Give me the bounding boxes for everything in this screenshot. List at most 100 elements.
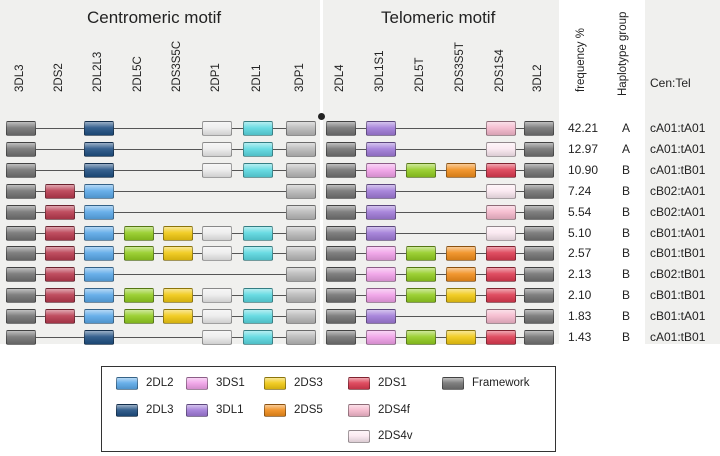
telomeric-line <box>341 295 540 297</box>
gene-box-f <box>524 121 554 136</box>
gene-box-3dl1 <box>366 225 396 241</box>
haplotype-group-header: Haplotype group <box>617 11 629 96</box>
gene-box-2dp1 <box>202 121 232 136</box>
gene-box-2dl1 <box>243 141 273 157</box>
centromeric-line <box>21 274 310 276</box>
gene-box-2ds2 <box>45 204 75 220</box>
frequency-value: 2.10 <box>568 288 592 303</box>
gene-box-2dp1 <box>202 141 232 157</box>
gene-label-2ds3s5c: 2DS3S5C <box>171 40 183 92</box>
gene-label-2dl1: 2DL1 <box>251 64 263 93</box>
gene-box-2dl2 <box>84 288 114 304</box>
centel-value: cB01:tB01 <box>650 288 706 303</box>
gene-box-3dp1 <box>286 204 316 220</box>
gene-box-2dl1 <box>243 330 273 345</box>
gene-box-3dp1 <box>286 162 316 178</box>
gene-box-2ds1 <box>486 288 516 304</box>
gene-box-2dp1 <box>202 309 232 325</box>
legend-swatch <box>264 377 286 390</box>
frequency-value: 5.10 <box>568 225 592 240</box>
gene-box-f <box>6 204 36 220</box>
centromeric-line <box>21 190 310 192</box>
gene-box-2ds4v <box>486 225 516 241</box>
gene-box-3dl1 <box>366 141 396 157</box>
gene-box-f <box>6 267 36 283</box>
gene-box-3dp1 <box>286 225 316 241</box>
gene-label-2dl4: 2DL4 <box>334 64 346 93</box>
gene-box-2ds4f <box>486 309 516 325</box>
gene-box-f <box>524 162 554 178</box>
centel-header: Cen:Tel <box>650 76 691 90</box>
gene-box-2dl5 <box>406 267 436 283</box>
gene-box-2dp1 <box>202 225 232 241</box>
centromeric-line <box>21 211 310 213</box>
gene-box-2ds4f <box>486 121 516 136</box>
legend-label: Framework <box>472 377 530 389</box>
frequency-value: 2.57 <box>568 246 592 261</box>
gene-label-2dl2l3: 2DL2L3 <box>92 51 104 92</box>
telomeric-line <box>341 148 540 150</box>
centel-value: cB02:tA01 <box>650 204 706 219</box>
frequency-value: 12.97 <box>568 141 599 156</box>
gene-label-2ds3s5t: 2DS3S5T <box>454 42 466 92</box>
legend-label: 2DS4v <box>378 430 413 442</box>
gene-box-3dp1 <box>286 141 316 157</box>
gene-box-3dp1 <box>286 309 316 325</box>
legend: 2DL2 2DL3 3DS1 3DL1 2DS3 2DS5 2DS1 2DS4f 2DS4v Fr… <box>101 366 556 452</box>
gene-box-f <box>326 141 356 157</box>
telomeric-line <box>341 337 540 338</box>
gene-box-3dp1 <box>286 330 316 345</box>
gene-box-2dl5 <box>406 330 436 345</box>
telomeric-line <box>341 190 540 192</box>
gene-box-2dl1 <box>243 162 273 178</box>
gene-box-f <box>326 225 356 241</box>
legend-label: 3DS1 <box>216 377 245 389</box>
legend-label: 2DS1 <box>378 377 407 389</box>
legend-swatch <box>116 404 138 417</box>
gene-box-2dp1 <box>202 288 232 304</box>
gene-box-3dl1 <box>366 121 396 136</box>
gene-box-2ds3 <box>163 288 193 304</box>
legend-label: 2DL2 <box>146 377 174 389</box>
telomeric-line <box>341 274 540 276</box>
gene-box-3ds1 <box>366 330 396 345</box>
gene-box-f <box>326 288 356 304</box>
gene-box-f <box>524 330 554 345</box>
legend-swatch <box>442 377 464 390</box>
gene-box-2ds3 <box>163 246 193 262</box>
gene-box-f <box>6 246 36 262</box>
gene-box-3ds1 <box>366 267 396 283</box>
gene-box-f <box>326 246 356 262</box>
gene-box-2dl1 <box>243 309 273 325</box>
gene-box-2ds1 <box>486 246 516 262</box>
gene-box-2dl2 <box>84 204 114 220</box>
frequency-value: 2.13 <box>568 267 592 282</box>
gene-box-2ds4f <box>486 204 516 220</box>
frequency-value: 42.21 <box>568 121 599 135</box>
gene-box-f <box>326 121 356 136</box>
gene-label-3dl3: 3DL3 <box>14 64 26 93</box>
frequency-value: 7.24 <box>568 183 592 198</box>
gene-box-3dp1 <box>286 183 316 199</box>
gene-box-2dl2 <box>84 225 114 241</box>
centel-value: cA01:tA01 <box>650 141 706 156</box>
gene-box-2ds2 <box>45 267 75 283</box>
gene-box-2ds3 <box>446 288 476 304</box>
gene-box-3dp1 <box>286 267 316 283</box>
gene-box-2dl3 <box>84 330 114 345</box>
gene-box-f <box>524 225 554 241</box>
centel-value: cA01:tA01 <box>650 121 706 135</box>
gene-box-2dl1 <box>243 246 273 262</box>
gene-box-f <box>6 330 36 345</box>
centel-value: cA01:tB01 <box>650 330 706 344</box>
gene-box-f <box>524 246 554 262</box>
boundary-dot <box>318 113 325 120</box>
centromeric-line <box>21 337 310 338</box>
gene-box-f <box>6 141 36 157</box>
gene-box-2ds2 <box>45 288 75 304</box>
gene-box-f <box>326 267 356 283</box>
gene-box-2ds2 <box>45 183 75 199</box>
gene-box-2ds1 <box>486 330 516 345</box>
haplotype-group-value: B <box>622 267 631 282</box>
centromeric-line <box>21 128 310 129</box>
